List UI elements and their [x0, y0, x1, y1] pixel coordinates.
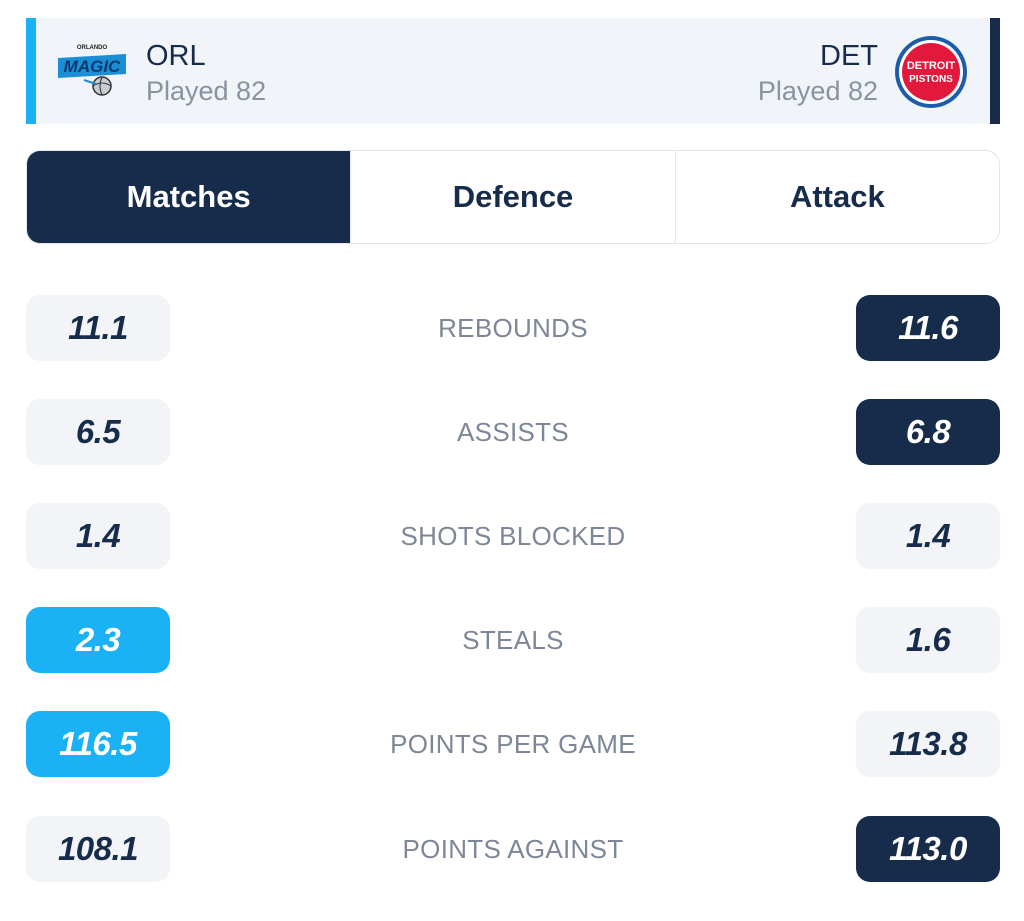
away-stat-value: 6.8: [856, 399, 1000, 465]
match-header: ORLANDO MAGIC ORL Played 82 DET Played 8…: [26, 18, 1000, 124]
stat-label: POINTS AGAINST: [402, 833, 624, 864]
home-accent-bar: [26, 18, 36, 124]
tab-attack[interactable]: Attack: [674, 151, 999, 243]
stat-label: REBOUNDS: [438, 312, 588, 343]
svg-text:ORLANDO: ORLANDO: [77, 45, 108, 51]
home-team-abbr: ORL: [146, 40, 206, 72]
stat-row-rebounds: 11.1 REBOUNDS 11.6: [26, 295, 1000, 361]
away-stat-value: 113.0: [856, 816, 1000, 882]
orlando-magic-logo-icon: ORLANDO MAGIC: [58, 45, 126, 96]
away-stat-value: 1.4: [856, 503, 1000, 569]
tab-defence[interactable]: Defence: [350, 151, 674, 243]
stat-label: STEALS: [462, 624, 564, 655]
away-stat-value: 1.6: [856, 607, 1000, 673]
svg-text:PISTONS: PISTONS: [909, 74, 953, 85]
stat-row-assists: 6.5 ASSISTS 6.8: [26, 399, 1000, 465]
home-stat-value: 11.1: [26, 295, 170, 361]
tab-matches[interactable]: Matches: [27, 151, 351, 243]
detroit-pistons-logo-icon: DETROIT PISTONS: [895, 36, 967, 108]
stat-row-steals: 2.3 STEALS 1.6: [26, 607, 1000, 673]
home-stat-value: 2.3: [26, 607, 170, 673]
stat-label: POINTS PER GAME: [390, 728, 636, 759]
stat-label: SHOTS BLOCKED: [400, 520, 626, 551]
home-stat-value: 1.4: [26, 503, 170, 569]
home-stat-value: 6.5: [26, 399, 170, 465]
stat-row-shots-blocked: 1.4 SHOTS BLOCKED 1.4: [26, 503, 1000, 569]
svg-text:MAGIC: MAGIC: [64, 57, 121, 76]
svg-text:DETROIT: DETROIT: [907, 60, 956, 72]
stats-tabs: Matches Defence Attack: [26, 150, 1000, 244]
away-stat-value: 11.6: [856, 295, 1000, 361]
away-team-played: Played 82: [757, 76, 878, 106]
stat-row-points-per-game: 116.5 POINTS PER GAME 113.8: [26, 711, 1000, 777]
away-accent-bar: [990, 18, 1000, 124]
away-team-abbr: DET: [820, 40, 878, 72]
home-team-played: Played 82: [146, 76, 267, 106]
stat-row-points-against: 108.1 POINTS AGAINST 113.0: [26, 816, 1000, 882]
away-stat-value: 113.8: [856, 711, 1000, 777]
stat-label: ASSISTS: [457, 416, 569, 447]
home-stat-value: 108.1: [26, 816, 170, 882]
home-stat-value: 116.5: [26, 711, 170, 777]
